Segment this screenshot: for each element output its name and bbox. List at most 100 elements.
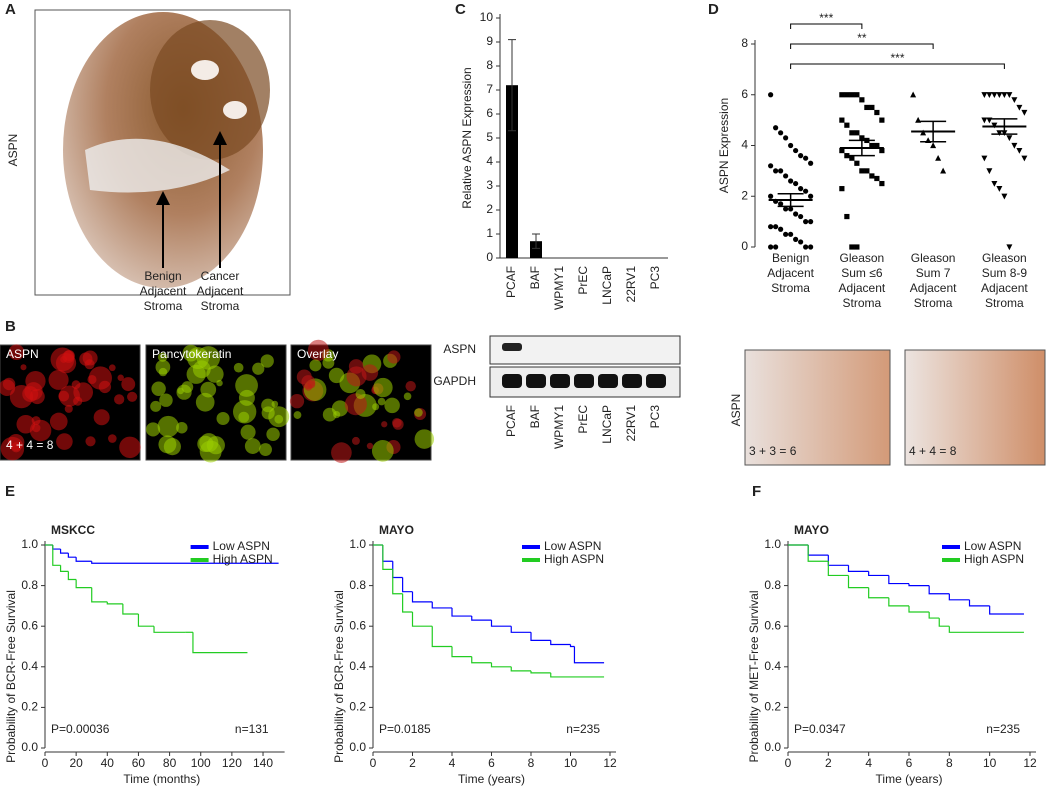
x-tick-label: Adjacent: [981, 281, 1028, 295]
significance-label: **: [857, 31, 867, 45]
data-point: [793, 211, 799, 217]
data-point: [859, 97, 865, 103]
data-point: [854, 244, 860, 250]
survival-step: [122, 603, 139, 615]
stain-blob: [233, 362, 244, 373]
annotation: Stroma: [201, 299, 240, 313]
data-point: [839, 147, 845, 154]
data-point: [854, 130, 860, 136]
y-tick-label: 1.0: [764, 537, 781, 551]
data-point: [981, 92, 988, 98]
data-point: [773, 224, 779, 230]
survival-step: [52, 545, 61, 550]
y-axis-label: ASPN Expression: [717, 98, 731, 193]
stain-blob: [307, 380, 316, 389]
survival-step: [928, 585, 950, 595]
stain-blob: [381, 421, 388, 428]
blot-row-label: ASPN: [443, 342, 476, 356]
sem-bar: [777, 192, 804, 208]
stain-blob: [48, 369, 69, 390]
survival-step: [530, 632, 551, 642]
data-point: [1001, 92, 1008, 98]
x-tick-label: 2: [825, 756, 832, 770]
stain-blob: [49, 412, 68, 431]
data-point: [808, 219, 814, 225]
x-tick-label: Sum 7: [916, 266, 951, 280]
y-tick-label: 1.0: [349, 537, 366, 551]
blot-lane-label: WPMY1: [552, 405, 566, 449]
data-point: [879, 147, 885, 154]
stain-blob: [79, 352, 93, 366]
data-point: [986, 168, 993, 175]
data-point: [768, 224, 774, 230]
survival-step: [471, 656, 492, 664]
stain-blob: [266, 427, 280, 441]
stain-blob: [117, 374, 124, 381]
x-tick-label: 80: [163, 756, 177, 770]
data-point: [879, 117, 885, 123]
stain-blob: [16, 414, 36, 434]
data-point: [869, 173, 875, 179]
data-point: [793, 147, 799, 154]
panel-letter: D: [708, 1, 719, 18]
y-tick-label: 6: [486, 106, 493, 120]
y-tick-label: 0.6: [349, 618, 366, 632]
legend-label: High ASPN: [213, 552, 273, 566]
survival-step: [550, 640, 571, 646]
survival-step: [573, 646, 605, 664]
survival-step: [451, 607, 472, 617]
score-label: 4 + 4 = 8: [909, 444, 957, 458]
x-tick-label: 8: [528, 756, 535, 770]
blot-lane-label: BAF: [528, 405, 542, 428]
stain-blob: [322, 356, 335, 369]
y-tick-label: 0.4: [349, 659, 366, 673]
survival-step: [510, 666, 531, 672]
stain-blob: [150, 400, 162, 412]
stain-blob: [414, 429, 435, 449]
data-point: [864, 168, 870, 174]
data-point: [991, 92, 998, 98]
chart-title: MAYO: [379, 523, 414, 537]
x-tick-label: Stroma: [843, 296, 882, 310]
n-label: n=235: [986, 722, 1020, 736]
x-tick-label: LNCaP: [600, 266, 614, 305]
blot-band: [574, 374, 594, 388]
survival-step: [510, 626, 531, 633]
stain-label: ASPN: [6, 134, 20, 167]
data-point: [859, 135, 865, 141]
x-tick-label: 4: [865, 756, 872, 770]
panel-d-images: [744, 349, 1046, 466]
data-point: [844, 213, 850, 220]
data-point: [768, 92, 774, 98]
stain-blob: [405, 380, 416, 392]
stain-blob: [151, 381, 166, 396]
survival-step: [402, 577, 413, 593]
data-point: [778, 201, 784, 207]
y-tick-label: 0.8: [349, 578, 366, 592]
survival-step: [402, 593, 413, 613]
p-value: P=0.0185: [379, 722, 431, 736]
y-tick-label: 8: [741, 36, 748, 50]
survival-step: [431, 626, 452, 648]
panel-letter: C: [455, 1, 466, 18]
stain-blob: [307, 339, 329, 361]
stain-blob: [181, 381, 194, 393]
stain-blob: [0, 379, 16, 397]
panel-b-images: [0, 339, 435, 463]
y-tick-label: 6: [741, 87, 748, 101]
data-point: [844, 153, 850, 159]
y-tick-label: 0.8: [764, 578, 781, 592]
legend-label: Low ASPN: [213, 539, 270, 553]
data-point: [808, 244, 814, 250]
stain-blob: [195, 392, 215, 412]
data-point: [930, 142, 937, 149]
y-tick-label: 7: [486, 82, 493, 96]
stain-label: ASPN: [729, 394, 743, 427]
stain-blob: [127, 391, 138, 402]
stain-blob: [88, 366, 112, 390]
error-bar: [508, 39, 516, 132]
n-label: n=131: [235, 722, 269, 736]
survival-step: [75, 579, 92, 589]
x-tick-label: 22RV1: [624, 266, 638, 303]
data-point: [849, 130, 855, 136]
